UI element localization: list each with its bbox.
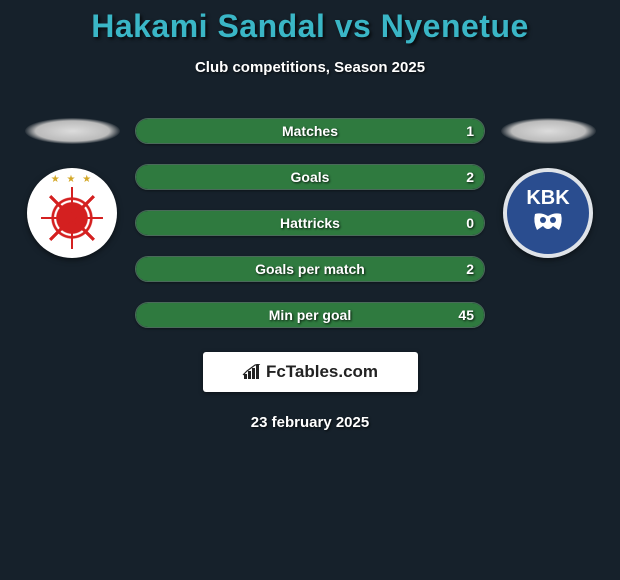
left-side: ★ ★ ★ ★	[17, 118, 127, 258]
right-player-placeholder	[501, 118, 596, 144]
stat-row-hattricks: Hattricks 0	[135, 210, 485, 236]
chart-icon	[242, 364, 262, 380]
subtitle: Club competitions, Season 2025	[0, 59, 620, 76]
crest-text: KBK	[526, 188, 569, 239]
right-club-crest: KBK	[503, 168, 593, 258]
left-club-crest: ★ ★ ★ ★	[27, 168, 117, 258]
stat-right-value: 1	[466, 123, 474, 139]
crest-center-star-icon: ★	[64, 208, 80, 229]
stat-row-goals-per-match: Goals per match 2	[135, 256, 485, 282]
stat-label: Hattricks	[136, 215, 484, 231]
stat-row-matches: Matches 1	[135, 118, 485, 144]
stat-right-value: 45	[458, 307, 474, 323]
stat-label: Matches	[136, 123, 484, 139]
stat-row-min-per-goal: Min per goal 45	[135, 302, 485, 328]
right-side: KBK	[493, 118, 603, 258]
stats-column: Matches 1 Goals 2 Hattricks 0 Goals per …	[135, 118, 485, 328]
branding-badge[interactable]: FcTables.com	[203, 352, 418, 392]
stat-label: Goals	[136, 169, 484, 185]
stat-label: Goals per match	[136, 261, 484, 277]
branding-text: FcTables.com	[266, 362, 378, 382]
stat-right-value: 2	[466, 169, 474, 185]
page-title: Hakami Sandal vs Nyenetue	[0, 8, 620, 45]
stat-row-goals: Goals 2	[135, 164, 485, 190]
date-label: 23 february 2025	[0, 414, 620, 431]
stat-right-value: 2	[466, 261, 474, 277]
stat-label: Min per goal	[136, 307, 484, 323]
stat-right-value: 0	[466, 215, 474, 231]
owl-icon	[526, 210, 569, 239]
crest-kbk-text: KBK	[526, 188, 569, 208]
comparison-row: ★ ★ ★ ★ Matches 1 Goals 2	[0, 118, 620, 328]
crest-stars-icon: ★ ★ ★	[51, 174, 93, 185]
comparison-card: Hakami Sandal vs Nyenetue Club competiti…	[0, 0, 620, 431]
left-player-placeholder	[25, 118, 120, 144]
